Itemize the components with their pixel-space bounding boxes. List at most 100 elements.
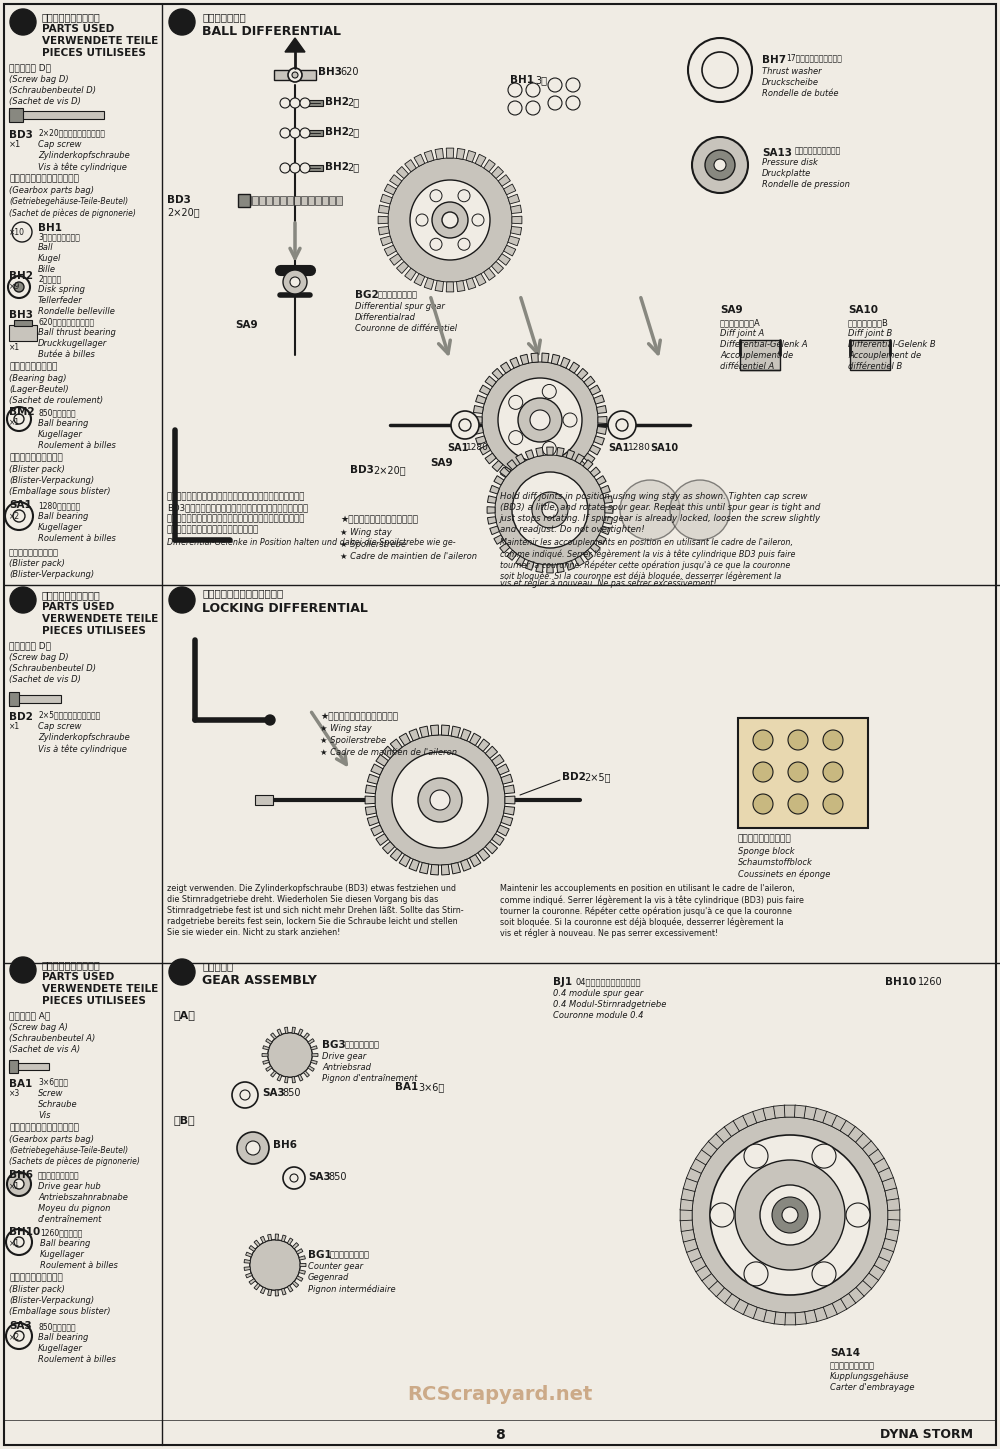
Circle shape (388, 158, 512, 283)
Text: Ball: Ball (38, 243, 54, 252)
Polygon shape (500, 362, 511, 374)
Text: Kugellager: Kugellager (40, 1250, 85, 1259)
Text: (Sachet de pièces de pignonerie): (Sachet de pièces de pignonerie) (9, 209, 136, 217)
Polygon shape (577, 461, 588, 471)
Text: 1260ベアリング: 1260ベアリング (40, 1227, 82, 1237)
Polygon shape (414, 274, 425, 285)
Polygon shape (680, 1210, 692, 1220)
Circle shape (14, 1332, 24, 1340)
Text: 8: 8 (495, 1429, 505, 1442)
Text: ×1: ×1 (9, 343, 20, 352)
Polygon shape (605, 507, 613, 513)
Circle shape (416, 214, 428, 226)
Circle shape (620, 480, 680, 540)
Text: PIECES UTILISEES: PIECES UTILISEES (42, 995, 146, 1006)
Text: 850ベアリング: 850ベアリング (38, 1321, 76, 1332)
Polygon shape (525, 449, 534, 459)
Text: （ベアリング袋詰）: （ベアリング袋詰） (9, 362, 57, 371)
Polygon shape (490, 485, 499, 494)
Bar (252, 196, 258, 204)
Text: BH7: BH7 (762, 55, 786, 65)
Circle shape (290, 277, 300, 287)
Polygon shape (475, 274, 486, 285)
Text: Zylinderkopfschraube: Zylinderkopfschraube (38, 151, 130, 159)
Text: 3×6㎜: 3×6㎜ (418, 1082, 444, 1093)
Polygon shape (487, 507, 495, 513)
Polygon shape (823, 1111, 837, 1126)
Text: 〈ギヤー〉: 〈ギヤー〉 (202, 961, 233, 971)
Polygon shape (451, 862, 460, 874)
Polygon shape (390, 739, 402, 752)
Polygon shape (484, 159, 495, 172)
Bar (238, 194, 250, 207)
Polygon shape (708, 1133, 724, 1149)
Polygon shape (753, 1307, 766, 1321)
Polygon shape (308, 1066, 314, 1071)
Circle shape (418, 778, 462, 822)
Polygon shape (504, 245, 516, 256)
Polygon shape (505, 796, 515, 804)
Polygon shape (584, 377, 595, 387)
Text: プレッシャーディスク: プレッシャーディスク (795, 146, 841, 155)
Text: 17㎜スラストワッシャー: 17㎜スラストワッシャー (786, 54, 842, 62)
Polygon shape (396, 261, 409, 274)
Polygon shape (490, 526, 499, 535)
Polygon shape (473, 426, 483, 435)
Text: Druckplatte: Druckplatte (762, 170, 811, 178)
Bar (9, 693, 19, 706)
Polygon shape (254, 1284, 260, 1290)
Circle shape (812, 1262, 836, 1285)
Text: SA1: SA1 (447, 443, 468, 454)
Text: 2×20㎜: 2×20㎜ (373, 465, 406, 475)
Polygon shape (378, 204, 389, 213)
Text: ×1: ×1 (9, 417, 20, 427)
Polygon shape (420, 726, 429, 738)
Circle shape (280, 128, 290, 138)
Text: Diff joint A: Diff joint A (720, 329, 764, 338)
Text: Ball thrust bearing: Ball thrust bearing (38, 327, 116, 338)
Polygon shape (882, 1239, 897, 1252)
Polygon shape (260, 1236, 266, 1243)
Circle shape (288, 68, 302, 83)
Bar (301, 196, 307, 204)
Text: 14: 14 (173, 965, 191, 978)
Text: 850: 850 (328, 1172, 347, 1182)
Polygon shape (774, 1311, 786, 1324)
Polygon shape (494, 535, 504, 545)
Circle shape (6, 1323, 32, 1349)
Polygon shape (840, 1120, 856, 1136)
Text: (Lager-Beutel): (Lager-Beutel) (9, 385, 69, 394)
Circle shape (512, 472, 588, 548)
Bar (738, 719, 868, 827)
Polygon shape (597, 426, 607, 435)
Text: 13: 13 (173, 594, 191, 607)
Text: PIECES UTILISEES: PIECES UTILISEES (42, 48, 146, 58)
Circle shape (744, 1145, 768, 1168)
Polygon shape (885, 1229, 899, 1242)
Circle shape (14, 414, 24, 425)
Polygon shape (601, 526, 610, 535)
Text: 3㎜スチールボール: 3㎜スチールボール (38, 232, 80, 241)
Text: Stirnradgetriebe fest ist und sich nicht mehr Drehen läßt. Sollte das Stirn-: Stirnradgetriebe fest ist und sich nicht… (167, 906, 464, 914)
Text: BJ1: BJ1 (553, 977, 572, 987)
Text: Vis: Vis (38, 1111, 51, 1120)
Circle shape (300, 162, 310, 172)
Circle shape (508, 101, 522, 114)
Text: comme indiqué. Serrer légèrement la vis à tête cylindrique BD3 puis faire: comme indiqué. Serrer légèrement la vis … (500, 549, 795, 558)
Polygon shape (371, 824, 383, 836)
Text: Kugellager: Kugellager (38, 1345, 83, 1353)
Text: (Blister pack): (Blister pack) (9, 465, 65, 474)
Polygon shape (869, 1265, 885, 1281)
Text: BD3: BD3 (167, 196, 191, 204)
Text: (Getriebegehäuse-Teile-Beutel): (Getriebegehäuse-Teile-Beutel) (9, 1146, 128, 1155)
Polygon shape (384, 184, 396, 194)
Text: Rondelle de pression: Rondelle de pression (762, 180, 850, 188)
Circle shape (760, 1185, 820, 1245)
Text: ★ウイングステーを使います。: ★ウイングステーを使います。 (320, 711, 398, 722)
Polygon shape (681, 1229, 695, 1242)
Text: (Screw bag A): (Screw bag A) (9, 1023, 68, 1032)
Polygon shape (498, 175, 510, 187)
Bar (294, 196, 300, 204)
Polygon shape (733, 1116, 748, 1132)
Text: Moyeu du pignon: Moyeu du pignon (38, 1204, 110, 1213)
